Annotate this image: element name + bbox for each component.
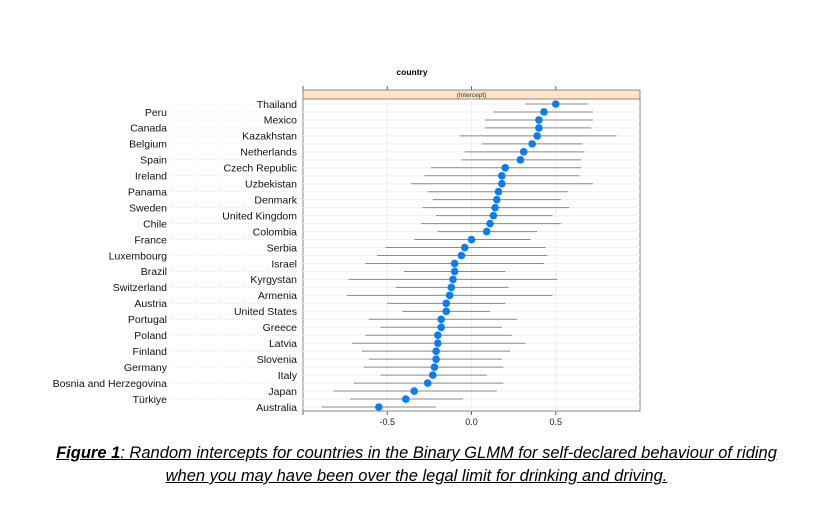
intercept-point (489, 211, 498, 220)
intercept-point (375, 403, 383, 411)
country-label: France (134, 234, 167, 246)
country-label: Armenia (258, 290, 297, 302)
intercept-point (432, 347, 440, 355)
country-label: Spain (140, 155, 167, 167)
figure-label: Figure 1 (56, 444, 121, 462)
intercept-point (432, 355, 440, 363)
intercept-point (410, 387, 419, 395)
intercept-point (445, 291, 454, 300)
dotplot-chart: country (Intercept) -0.5 0.0 0.5 Thailand Peru… (53, 67, 641, 427)
intercept-point (528, 140, 536, 148)
country-label: Ireland (135, 171, 167, 183)
country-label: Switzerland (113, 282, 167, 294)
country-label: Mexico (264, 115, 297, 127)
intercept-point (437, 323, 445, 332)
intercept-point (428, 371, 437, 379)
country-label: Türkiye (133, 394, 168, 406)
intercept-point (442, 299, 451, 308)
intercept-point (533, 132, 542, 140)
intercept-point (434, 339, 442, 348)
intercept-point (437, 315, 445, 324)
x-tick-label: 0.0 (465, 417, 478, 427)
intercept-point (519, 148, 528, 156)
country-label: Chile (143, 218, 167, 230)
intercept-point (535, 124, 543, 132)
country-label: Greece (263, 322, 298, 334)
intercept-point (430, 363, 439, 371)
chart-title: country (396, 67, 427, 77)
intercept-point (535, 116, 543, 124)
intercept-point (401, 395, 410, 403)
country-label: Serbia (267, 242, 298, 254)
intercept-point (501, 163, 510, 172)
intercept-point (498, 171, 506, 180)
country-label: Austria (134, 298, 167, 310)
country-label: Italy (278, 370, 298, 382)
intercept-point (492, 195, 501, 204)
intercept-point (434, 331, 442, 340)
intercept-point (486, 219, 494, 228)
country-label: Brazil (141, 266, 167, 278)
country-label: Canada (130, 123, 167, 135)
country-label: Poland (134, 330, 167, 342)
country-label: Denmark (254, 194, 297, 206)
country-label: Japan (268, 386, 297, 398)
country-label: Czech Republic (223, 163, 297, 175)
figure-caption: Figure 1: Random intercepts for countrie… (0, 442, 833, 488)
country-label: Luxembourg (109, 250, 168, 262)
country-label: Latvia (269, 338, 297, 350)
intercept-point (516, 156, 525, 164)
country-label: Australia (256, 402, 297, 414)
country-label: Finland (133, 346, 168, 358)
intercept-point (498, 179, 506, 188)
intercept-point (450, 267, 459, 276)
country-label: Bosnia and Herzegovina (53, 378, 168, 390)
intercept-point (467, 235, 476, 244)
caption-line-1: : Random intercepts for countries in the… (120, 444, 777, 462)
intercept-point (442, 307, 451, 316)
country-label: Kazakhstan (242, 131, 297, 143)
intercept-point (551, 100, 560, 108)
country-label: Slovenia (257, 354, 297, 366)
country-label: Netherlands (240, 147, 297, 159)
intercept-point (423, 379, 432, 387)
country-label: Peru (145, 107, 167, 119)
country-label: Thailand (257, 99, 297, 111)
country-label: Sweden (129, 202, 167, 214)
country-label: United Kingdom (222, 210, 297, 222)
intercept-point (449, 275, 457, 284)
strip-label: (Intercept) (457, 92, 487, 99)
intercept-point (540, 108, 548, 116)
country-label: Kyrgystan (250, 274, 297, 286)
intercept-point (491, 203, 499, 212)
intercept-point (460, 243, 469, 252)
x-tick-label: 0.5 (549, 417, 562, 427)
country-label: Israel (271, 258, 297, 270)
intercept-point (482, 227, 491, 236)
country-label: Panama (128, 187, 167, 199)
country-label: Germany (124, 362, 168, 374)
country-label: Uzbekistan (245, 179, 297, 191)
intercept-point (494, 187, 503, 196)
country-label: United States (234, 306, 297, 318)
country-label: Belgium (129, 139, 167, 151)
country-label: Portugal (128, 314, 167, 326)
x-tick-label: -0.5 (379, 417, 395, 427)
intercept-point (447, 283, 456, 292)
intercept-point (450, 259, 459, 268)
country-label: Colombia (253, 226, 298, 238)
intercept-point (457, 251, 466, 260)
caption-line-2: when you may have been over the legal li… (165, 467, 668, 485)
